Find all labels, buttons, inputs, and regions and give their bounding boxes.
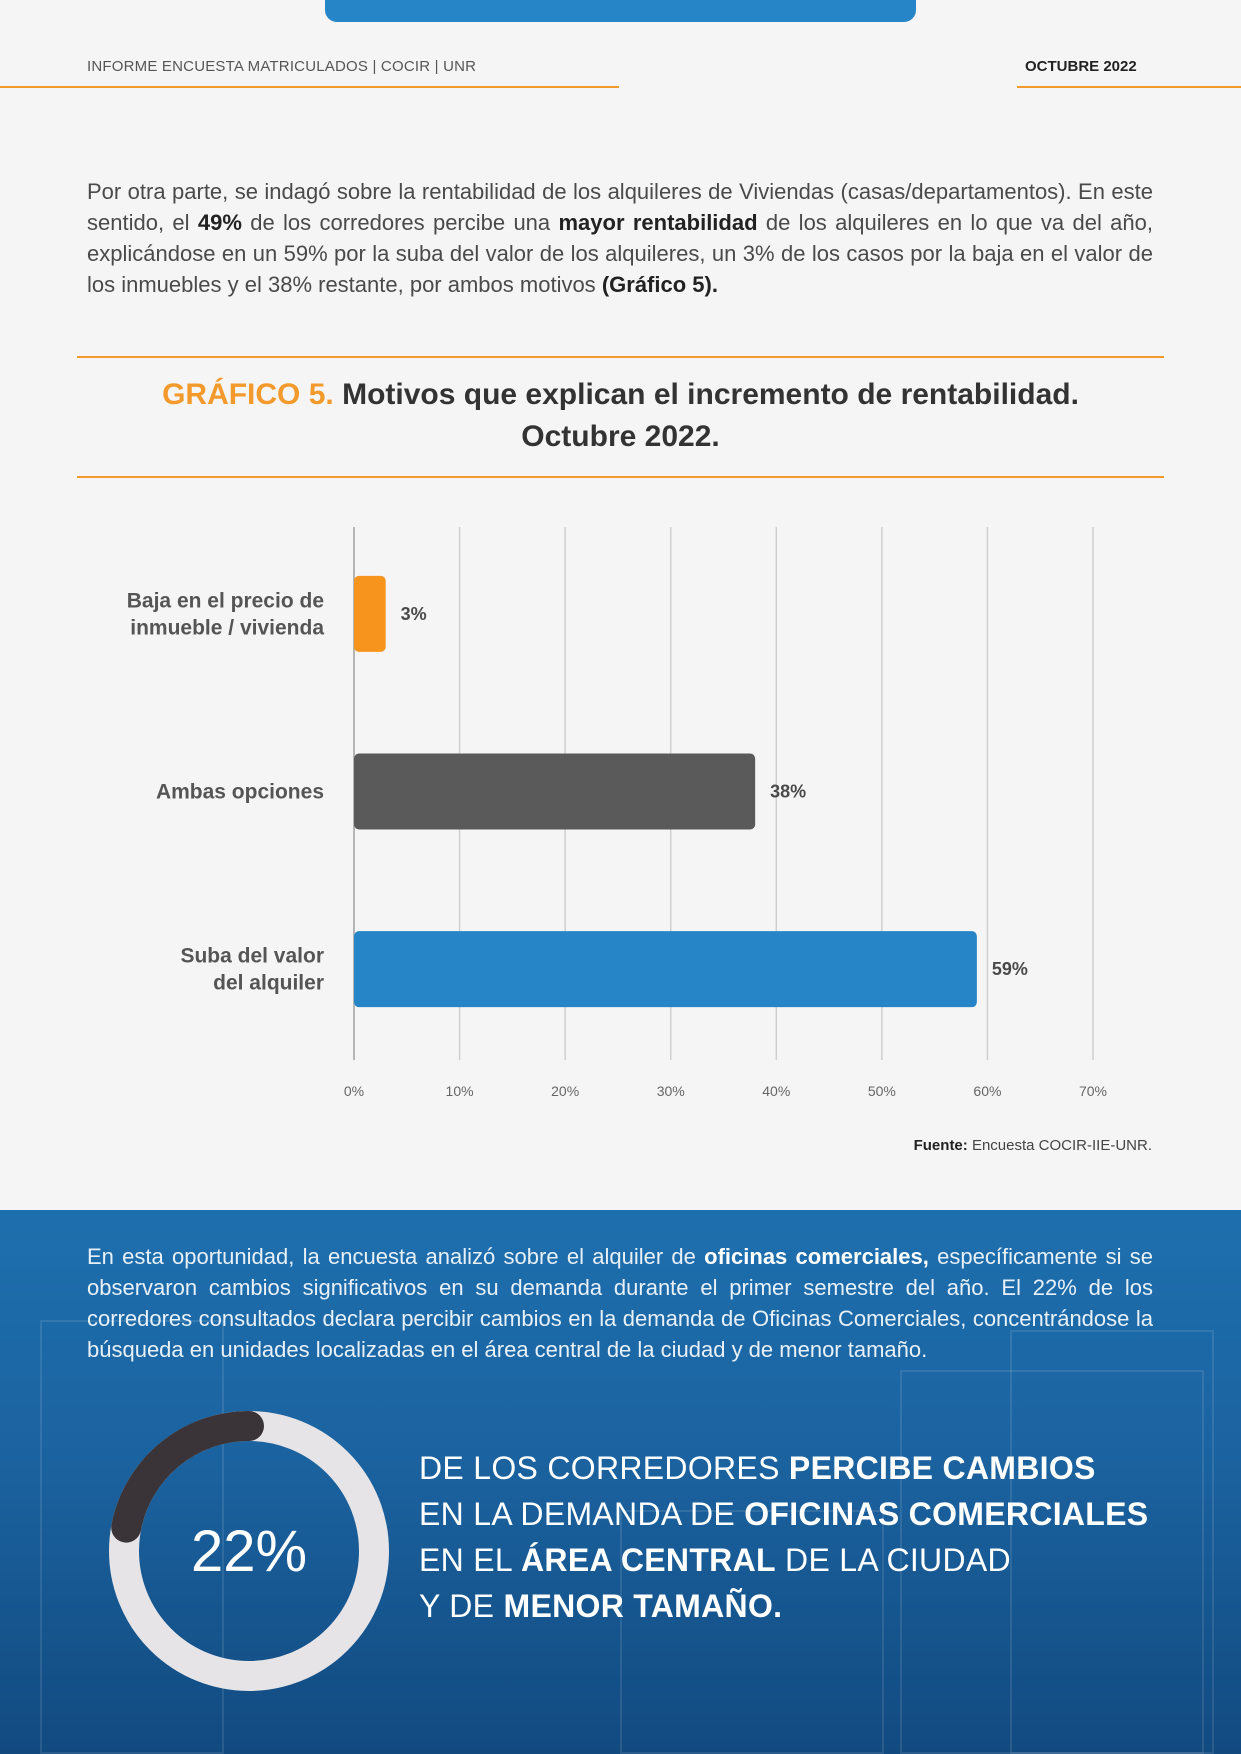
x-tick-label: 50% <box>868 1083 896 1099</box>
bar-value-label: 38% <box>770 782 806 802</box>
x-tick-label: 30% <box>657 1083 685 1099</box>
bar-value-label: 59% <box>992 959 1028 979</box>
background-window-frame <box>1010 1330 1214 1754</box>
bar <box>354 753 756 830</box>
category-label: del alquiler <box>213 972 324 995</box>
x-tick-label: 70% <box>1079 1083 1107 1099</box>
category-label: Baja en el precio de <box>127 589 324 612</box>
header-divider-left <box>0 86 619 88</box>
donut-chart-22-percent <box>109 1411 389 1691</box>
bar <box>354 931 977 1008</box>
source-note: Fuente: Encuesta COCIR-IIE-UNR. <box>913 1137 1152 1154</box>
x-tick-label: 0% <box>344 1083 364 1099</box>
category-label: inmueble / vivienda <box>130 616 324 639</box>
office-demand-paragraph: En esta oportunidad, la encuesta analizó… <box>87 1244 1153 1362</box>
header-divider-right <box>1017 86 1241 88</box>
background-window-frame <box>620 1510 884 1754</box>
top-tab-decoration <box>325 0 916 22</box>
intro-paragraph: Por otra parte, se indagó sobre la renta… <box>87 179 1153 297</box>
x-tick-label: 40% <box>762 1083 790 1099</box>
x-tick-label: 60% <box>973 1083 1001 1099</box>
chart-title-rule-bottom <box>77 476 1164 478</box>
donut-value-label: 22% <box>190 1518 308 1584</box>
x-tick-label: 10% <box>446 1083 474 1099</box>
chart-title-rule-top <box>77 356 1164 358</box>
x-tick-label: 20% <box>551 1083 579 1099</box>
background-window-frame <box>40 1320 224 1754</box>
report-header-date: OCTUBRE 2022 <box>1025 58 1137 75</box>
bar <box>354 575 386 652</box>
category-label: Ambas opciones <box>156 781 324 804</box>
report-header-title: INFORME ENCUESTA MATRICULADOS | COCIR | … <box>87 58 477 75</box>
highlight-statement: DE LOS CORREDORES PERCIBE CAMBIOS EN LA … <box>419 1450 1149 1624</box>
chart-title: GRÁFICO 5. Motivos que explican el incre… <box>162 378 1079 453</box>
bar-value-label: 3% <box>401 604 427 624</box>
office-demand-section: En esta oportunidad, la encuesta analizó… <box>0 1210 1241 1754</box>
donut-arc <box>111 1411 264 1543</box>
background-window-frame <box>900 1370 1204 1754</box>
category-label: Suba del valor <box>180 945 324 968</box>
bar-chart: 0% 10% 20% 30% 40% 50% 60% 70% 3% Baja en el prec… <box>127 527 1107 1099</box>
